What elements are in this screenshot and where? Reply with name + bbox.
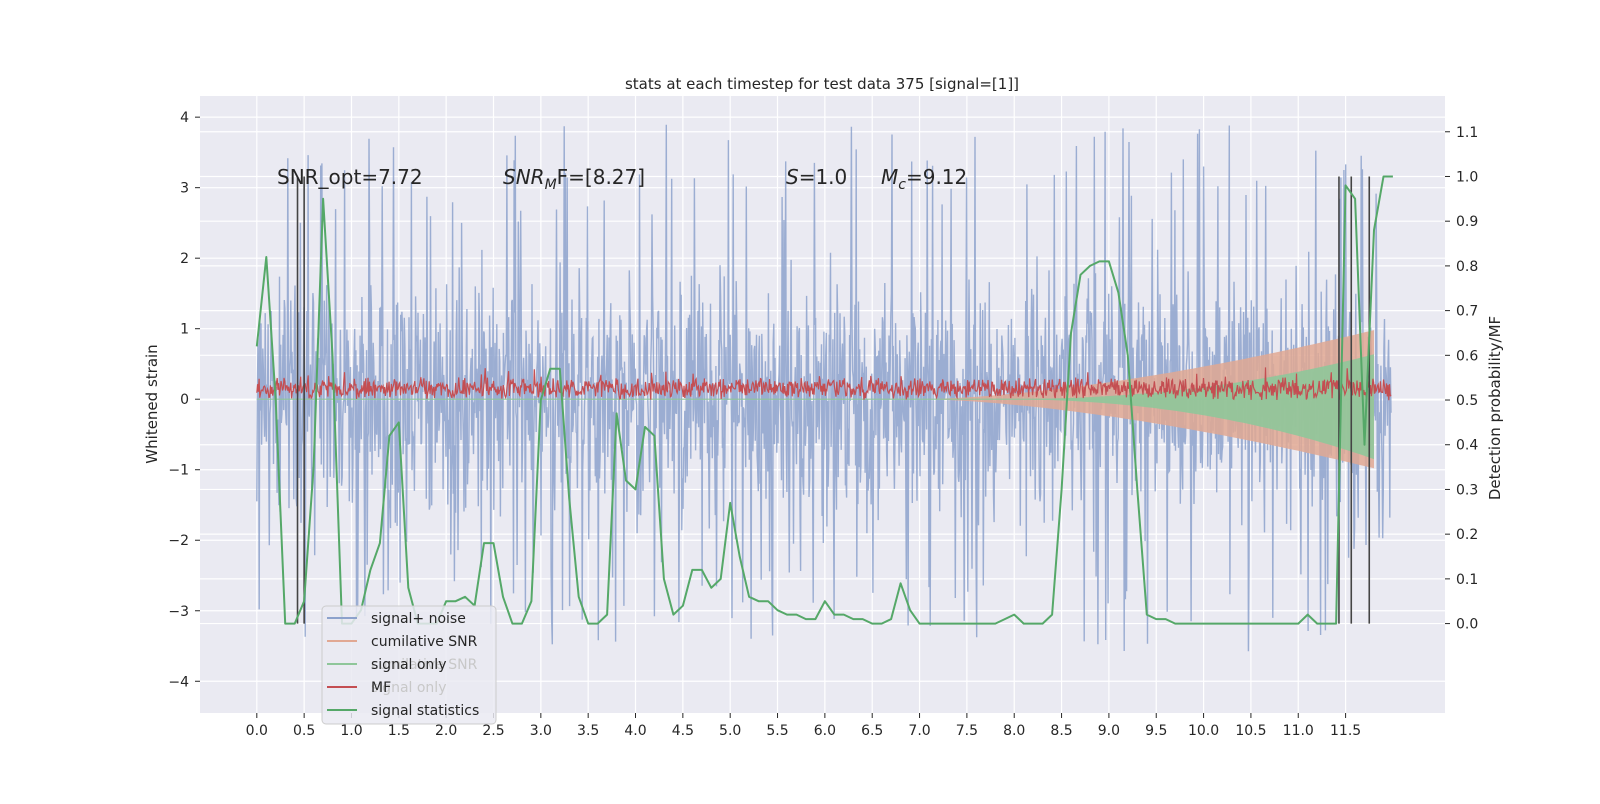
x-tick-label: 1.5 bbox=[388, 723, 410, 739]
y-right-tick-label: 0.9 bbox=[1456, 214, 1478, 230]
annotation-mc-rest: =9.12 bbox=[906, 165, 967, 189]
annotation-snr-mf-rest: F=[8.27] bbox=[557, 165, 645, 189]
y-right-tick-label: 0.7 bbox=[1456, 304, 1478, 320]
legend-label-mf: MF bbox=[371, 680, 391, 696]
y-right-tick-label: 0.2 bbox=[1456, 527, 1478, 543]
signal-statistics-line bbox=[255, 175, 1393, 625]
mf-series bbox=[256, 367, 1392, 401]
annotation-s: S=1.0 bbox=[786, 165, 847, 189]
noise-series bbox=[256, 124, 1392, 652]
x-tick-label: 10.5 bbox=[1235, 723, 1266, 739]
legend-label-signal-noise: signal+ noise bbox=[371, 611, 466, 627]
x-tick-label: 10.0 bbox=[1188, 723, 1219, 739]
y-axis-left-ticks: 4 3 2 1 0 −1 −2 −3 −4 bbox=[168, 110, 200, 690]
grid-lines bbox=[200, 96, 1445, 713]
mf-line bbox=[256, 367, 1392, 401]
legend-label-cumulative-snr: cumilative SNR bbox=[371, 634, 478, 650]
legend-box bbox=[321, 605, 497, 725]
x-tick-label: 3.5 bbox=[577, 723, 599, 739]
x-tick-label: 6.0 bbox=[814, 723, 836, 739]
y-left-tick-label: 3 bbox=[180, 181, 189, 197]
legend-ghost-cumulative-snr: cumilative SNR bbox=[371, 657, 478, 673]
x-tick-label: 0.5 bbox=[293, 723, 315, 739]
x-tick-label: 8.5 bbox=[1050, 723, 1072, 739]
y-axis-left-label: Whitened strain bbox=[143, 344, 161, 463]
x-tick-label: 6.5 bbox=[861, 723, 883, 739]
annotation-snr-mf-main: SNR bbox=[503, 165, 545, 189]
x-tick-label: 5.5 bbox=[766, 723, 788, 739]
legend: cumilative SNR signal only signal+ noise… bbox=[321, 605, 497, 725]
x-tick-label: 11.5 bbox=[1330, 723, 1361, 739]
y-left-tick-label: −4 bbox=[168, 674, 189, 690]
x-tick-label: 7.0 bbox=[908, 723, 930, 739]
y-right-tick-label: 0.0 bbox=[1456, 617, 1478, 633]
y-right-tick-label: 0.3 bbox=[1456, 482, 1478, 498]
annotation-snr-mf-sub: M bbox=[545, 177, 557, 193]
y-left-tick-label: −1 bbox=[168, 463, 189, 479]
y-right-tick-label: 0.6 bbox=[1456, 348, 1478, 364]
y-left-tick-label: −3 bbox=[168, 604, 189, 620]
y-right-tick-label: 0.8 bbox=[1456, 259, 1478, 275]
y-axis-right-ticks: 1.1 1.0 0.9 0.8 0.7 0.6 0.5 0.4 0.3 0.2 0.1 0.0 bbox=[1445, 125, 1478, 633]
y-axis-right-label: Detection probability/MF bbox=[1486, 316, 1504, 500]
y-right-tick-label: 0.4 bbox=[1456, 438, 1478, 454]
legend-label-signal-statistics: signal statistics bbox=[371, 703, 479, 719]
annotation-s-rest: =1.0 bbox=[799, 165, 848, 189]
y-left-tick-label: 4 bbox=[180, 110, 189, 126]
x-tick-label: 8.0 bbox=[1003, 723, 1025, 739]
x-tick-label: 4.5 bbox=[672, 723, 694, 739]
annotation-mc-sub: c bbox=[898, 177, 906, 193]
x-tick-label: 1.0 bbox=[340, 723, 362, 739]
x-tick-label: 2.5 bbox=[482, 723, 504, 739]
x-tick-label: 9.0 bbox=[1098, 723, 1120, 739]
y-right-tick-label: 1.1 bbox=[1456, 125, 1478, 141]
y-left-tick-label: 1 bbox=[180, 322, 189, 338]
y-right-tick-label: 0.1 bbox=[1456, 572, 1478, 588]
y-left-tick-label: −2 bbox=[168, 533, 189, 549]
x-tick-label: 3.0 bbox=[530, 723, 552, 739]
annotation-s-main: S bbox=[786, 165, 799, 189]
chart-title: stats at each timestep for test data 375… bbox=[625, 75, 1019, 93]
y-right-tick-label: 1.0 bbox=[1456, 169, 1478, 185]
annotation-mc-main: M bbox=[881, 165, 898, 189]
x-tick-label: 2.0 bbox=[435, 723, 457, 739]
y-left-tick-label: 2 bbox=[180, 251, 189, 267]
legend-label-signal-only: signal only bbox=[371, 657, 446, 673]
noise-line bbox=[256, 124, 1392, 652]
x-tick-label: 4.0 bbox=[624, 723, 646, 739]
legend-ghost-signal-only: signal only bbox=[371, 680, 446, 696]
x-tick-label: 7.5 bbox=[956, 723, 978, 739]
y-right-tick-label: 0.5 bbox=[1456, 393, 1478, 409]
signal-statistics-series bbox=[255, 175, 1393, 625]
annotation-snr-opt: SNR_opt=7.72 bbox=[277, 165, 423, 189]
x-tick-label: 11.0 bbox=[1283, 723, 1314, 739]
y-left-tick-label: 0 bbox=[180, 392, 189, 408]
annotation-snr-mf: SNRMF=[8.27] bbox=[503, 165, 645, 193]
x-tick-label: 0.0 bbox=[246, 723, 268, 739]
annotation-mc: Mc=9.12 bbox=[881, 165, 967, 193]
vertical-markers bbox=[296, 176, 1371, 624]
x-tick-label: 9.5 bbox=[1145, 723, 1167, 739]
x-axis-ticks: 0.0 0.5 1.0 1.5 2.0 2.5 3.0 3.5 4.0 4.5 5.0 5.5 6.0 6… bbox=[246, 713, 1361, 739]
x-tick-label: 5.0 bbox=[719, 723, 741, 739]
